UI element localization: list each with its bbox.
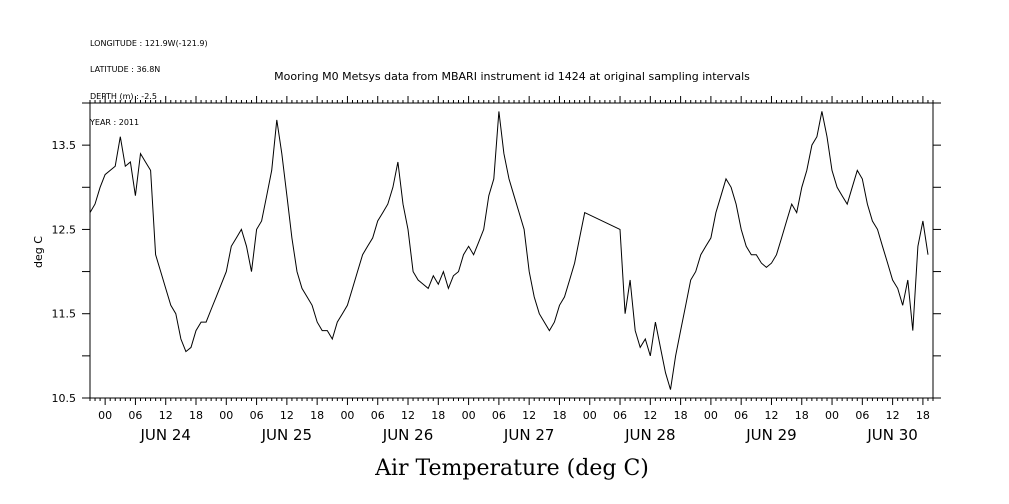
x-tick-label: 18 [189,409,203,422]
axis-labels: 00 06 12 18 00 06 12 18 00 06 12 18 00 06 12 18 00 06 12 18… [52,139,930,444]
x-tick-label: 12 [643,409,657,422]
x-tick-label: 06 [250,409,264,422]
x-day-label: JUN 25 [261,426,312,444]
x-tick-label: 18 [431,409,445,422]
y-tick-label: 12.5 [52,223,77,236]
meta-depth: DEPTH (m) : -2.5 [90,91,157,101]
x-day-label: JUN 29 [745,426,796,444]
x-tick-label: 06 [492,409,506,422]
x-day-label: JUN 28 [624,426,675,444]
x-tick-label: 12 [159,409,173,422]
x-tick-label: 00 [825,409,839,422]
x-tick-label: 00 [219,409,233,422]
x-tick-label: 06 [371,409,385,422]
x-tick-label: 18 [310,409,324,422]
y-axis-label: deg C [32,236,45,268]
x-tick-label: 00 [462,409,476,422]
x-tick-label: 12 [764,409,778,422]
series-line-air-temperature [89,111,929,390]
meta-latitude: LATITUDE : 36.8N [90,65,161,75]
x-tick-label: 12 [886,409,900,422]
x-day-label: JUN 24 [139,426,190,444]
metadata-block: LONGITUDE : 121.9W(-121.9) LATITUDE : 36… [90,22,208,137]
x-tick-label: 06 [128,409,142,422]
x-tick-label: 06 [613,409,627,422]
x-day-label: JUN 30 [866,426,917,444]
series-group [89,111,929,390]
x-tick-label: 18 [795,409,809,422]
y-tick-label: 13.5 [52,139,77,152]
x-tick-label: 06 [855,409,869,422]
axis-ticks [82,96,941,405]
x-tick-label: 06 [734,409,748,422]
x-tick-label: 00 [340,409,354,422]
x-tick-label: 12 [280,409,294,422]
meta-longitude: LONGITUDE : 121.9W(-121.9) [90,38,208,48]
x-tick-label: 12 [401,409,415,422]
y-tick-label: 11.5 [52,308,77,321]
chart-title: Mooring M0 Metsys data from MBARI instru… [274,70,750,83]
x-tick-label: 18 [552,409,566,422]
x-tick-label: 18 [916,409,930,422]
x-tick-label: 00 [98,409,112,422]
plot-frame [89,102,934,399]
x-day-label: JUN 27 [503,426,554,444]
x-axis-title: Air Temperature (deg C) [374,456,649,481]
x-tick-label: 18 [674,409,688,422]
meta-year: YEAR : 2011 [90,118,140,128]
x-day-label: JUN 26 [382,426,433,444]
x-tick-label: 00 [583,409,597,422]
y-tick-label: 10.5 [52,392,77,405]
x-tick-label: 00 [704,409,718,422]
x-tick-label: 12 [522,409,536,422]
